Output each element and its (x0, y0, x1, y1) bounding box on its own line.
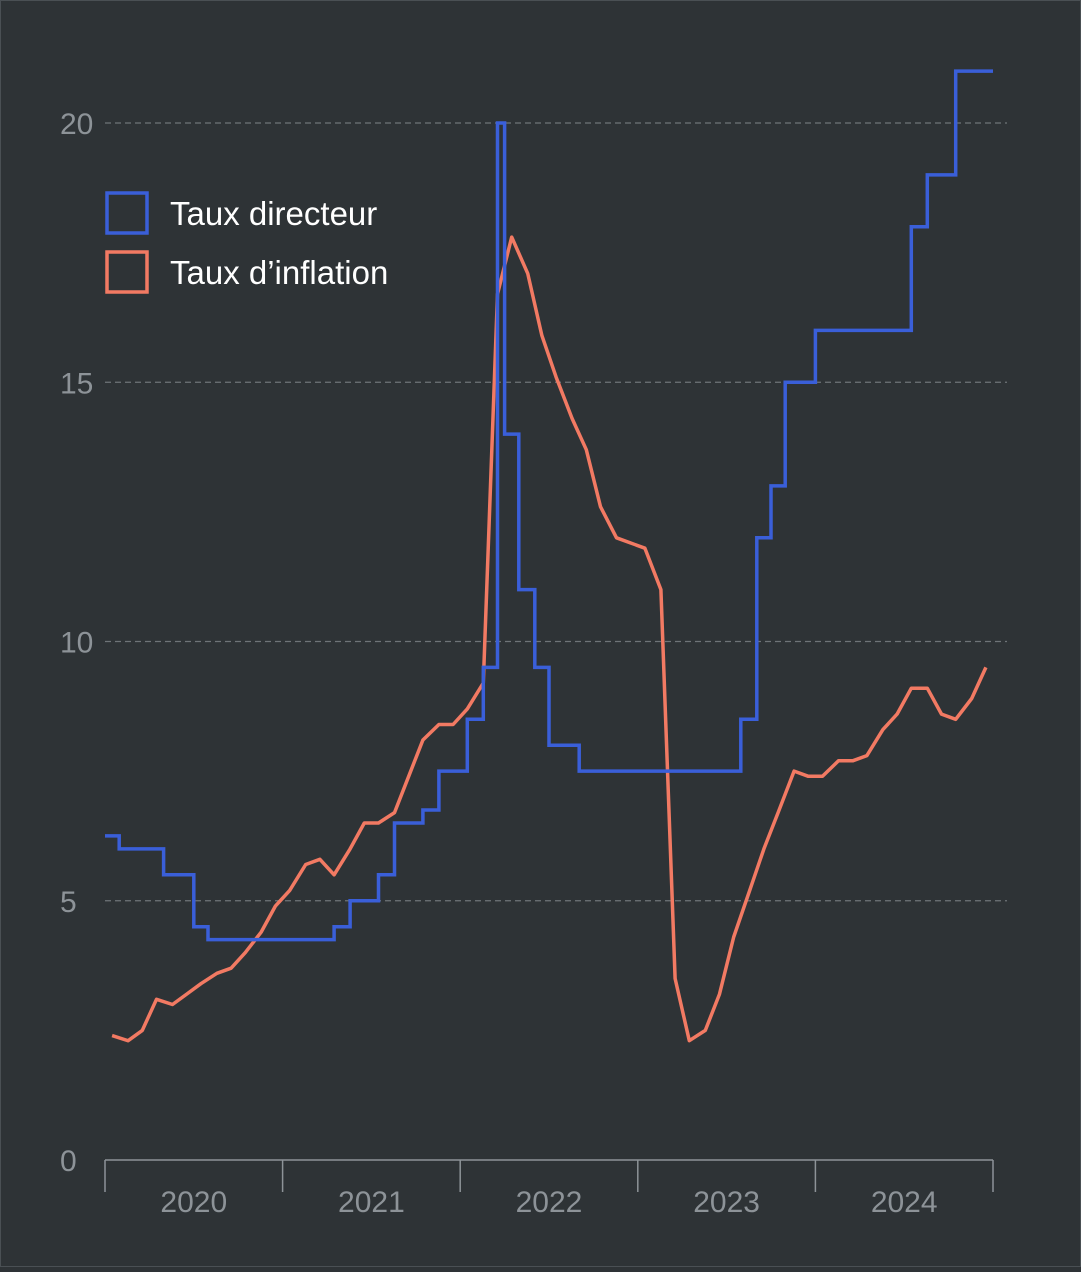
x-tick-label: 2022 (516, 1186, 583, 1219)
legend: Taux directeur Taux d’inflation (105, 191, 388, 294)
y-tick-label: 15 (60, 367, 93, 400)
x-tick-label: 2021 (338, 1186, 405, 1219)
y-tick-label: 0 (60, 1145, 77, 1178)
y-tick-label: 5 (60, 886, 77, 919)
y-tick-label: 20 (60, 108, 93, 141)
x-tick-label: 2023 (693, 1186, 760, 1219)
x-tick-label: 2020 (160, 1186, 227, 1219)
y-axis-ticks: 0 5 10 15 20 (60, 108, 93, 1178)
series-line-taux-inflation (111, 235, 988, 1043)
y-tick-label: 10 (60, 627, 93, 660)
series-line-taux-directeur (105, 69, 993, 942)
legend-swatch (105, 250, 149, 294)
legend-label: Taux d’inflation (170, 254, 388, 291)
x-axis: 2020 2021 2022 2023 2024 (104, 1159, 994, 1219)
grid-lines (105, 122, 1007, 902)
legend-label: Taux directeur (170, 195, 377, 232)
x-tick-label: 2024 (871, 1186, 938, 1219)
series-lines (105, 69, 993, 1043)
legend-swatch (105, 191, 149, 235)
